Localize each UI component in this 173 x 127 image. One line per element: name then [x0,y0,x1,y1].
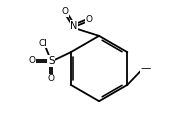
Text: Cl: Cl [39,39,48,48]
Text: O: O [62,7,69,17]
Text: —: — [140,64,151,74]
Text: O: O [85,15,93,24]
Text: S: S [48,56,55,66]
Text: O: O [29,57,36,66]
Text: O: O [48,74,55,83]
Text: N: N [70,21,78,31]
